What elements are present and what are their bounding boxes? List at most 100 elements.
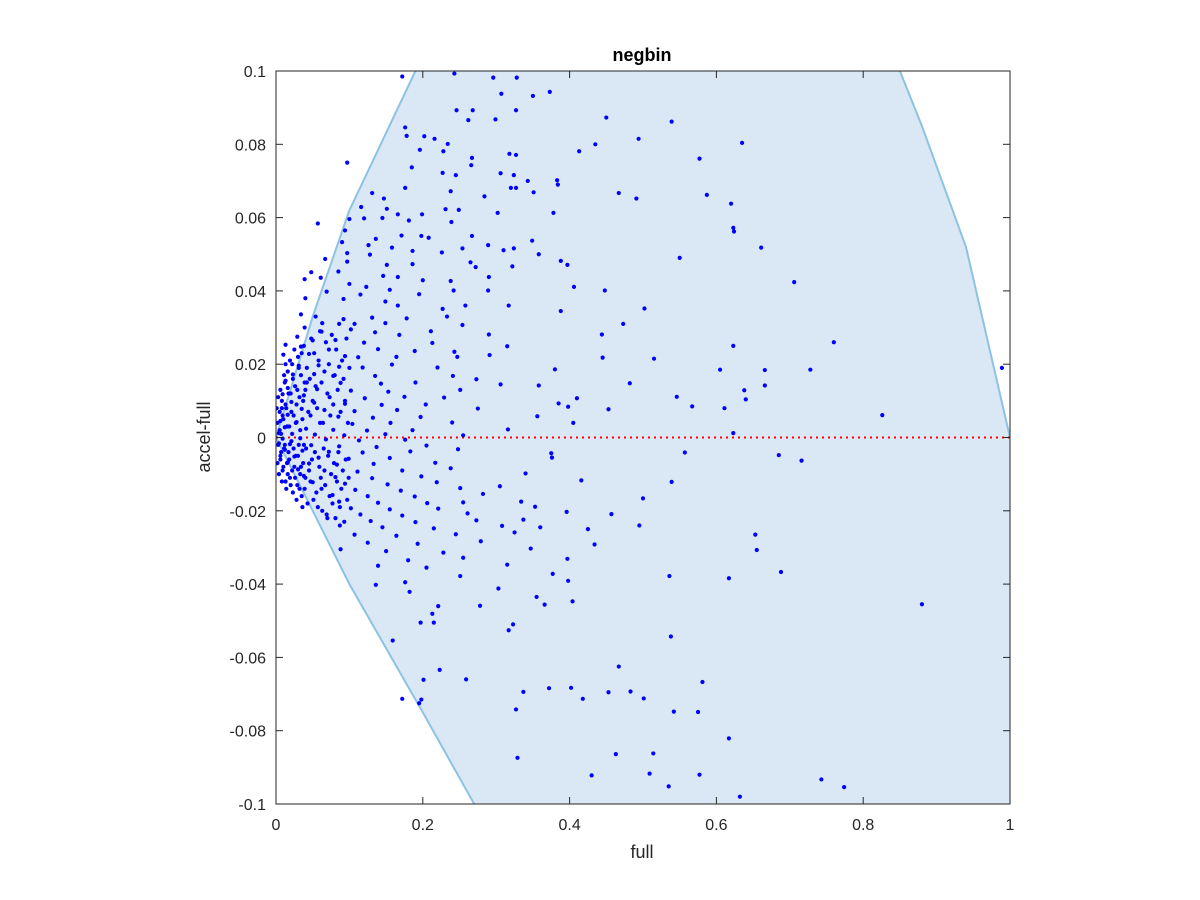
data-point bbox=[342, 228, 348, 233]
data-point bbox=[290, 372, 295, 377]
data-point bbox=[345, 420, 351, 425]
data-point bbox=[523, 471, 528, 476]
data-point bbox=[308, 479, 313, 484]
data-point bbox=[636, 136, 641, 141]
data-point bbox=[640, 496, 646, 501]
data-point bbox=[338, 547, 343, 552]
data-point bbox=[355, 469, 360, 474]
data-point bbox=[880, 413, 885, 418]
data-point bbox=[450, 373, 455, 379]
data-point bbox=[276, 395, 281, 400]
data-point bbox=[278, 453, 283, 458]
data-point bbox=[356, 438, 362, 443]
data-point bbox=[436, 603, 441, 609]
data-point bbox=[616, 190, 621, 196]
data-point bbox=[511, 172, 516, 178]
data-point bbox=[722, 406, 727, 411]
data-point bbox=[290, 490, 295, 495]
data-point bbox=[451, 288, 456, 293]
data-point bbox=[536, 383, 541, 388]
data-point bbox=[289, 399, 294, 405]
data-point bbox=[291, 413, 296, 418]
data-point bbox=[312, 351, 317, 356]
data-point bbox=[510, 622, 516, 627]
data-point bbox=[314, 490, 319, 495]
data-point bbox=[398, 488, 403, 493]
data-point bbox=[452, 71, 457, 76]
data-point bbox=[428, 329, 433, 334]
data-point bbox=[731, 225, 736, 230]
data-point bbox=[600, 355, 605, 360]
data-point bbox=[739, 140, 745, 145]
data-point bbox=[762, 367, 767, 373]
data-point bbox=[337, 444, 342, 449]
data-point bbox=[549, 455, 555, 460]
data-point bbox=[506, 303, 511, 308]
data-point bbox=[342, 398, 348, 403]
data-point bbox=[430, 611, 435, 616]
data-point bbox=[312, 432, 317, 437]
data-point bbox=[367, 252, 373, 257]
data-point bbox=[426, 235, 431, 240]
data-point bbox=[296, 442, 301, 447]
data-point bbox=[383, 299, 388, 304]
data-point bbox=[550, 571, 555, 576]
data-point bbox=[690, 404, 695, 409]
data-point bbox=[425, 501, 430, 506]
data-point bbox=[406, 558, 411, 563]
data-point bbox=[364, 284, 369, 289]
data-point bbox=[299, 351, 304, 356]
data-point bbox=[331, 461, 337, 466]
data-point bbox=[669, 479, 674, 484]
data-point bbox=[364, 428, 370, 433]
data-point bbox=[325, 516, 330, 521]
data-point bbox=[347, 365, 352, 370]
data-point bbox=[495, 210, 500, 215]
data-point bbox=[592, 542, 597, 547]
data-point bbox=[340, 468, 345, 473]
data-point bbox=[301, 343, 306, 348]
data-point bbox=[373, 236, 378, 241]
data-point bbox=[309, 457, 315, 462]
data-point bbox=[743, 397, 748, 402]
data-point bbox=[400, 74, 405, 79]
data-point bbox=[474, 518, 479, 523]
data-point bbox=[571, 284, 577, 289]
data-point bbox=[290, 468, 295, 473]
data-point bbox=[337, 499, 342, 504]
data-point bbox=[289, 439, 294, 444]
data-point bbox=[347, 281, 352, 287]
data-point bbox=[717, 367, 723, 372]
data-point bbox=[304, 365, 309, 370]
data-point bbox=[373, 582, 378, 587]
data-point bbox=[331, 427, 336, 432]
data-point bbox=[332, 373, 337, 378]
data-point bbox=[347, 216, 352, 222]
data-point bbox=[410, 428, 415, 433]
data-point bbox=[342, 433, 347, 438]
data-point bbox=[570, 599, 575, 604]
data-point bbox=[432, 136, 437, 141]
data-point bbox=[448, 466, 453, 471]
data-point bbox=[374, 444, 379, 450]
data-point bbox=[327, 395, 332, 400]
data-point bbox=[345, 497, 350, 502]
data-point bbox=[316, 358, 321, 363]
data-point bbox=[418, 414, 423, 420]
data-point bbox=[289, 409, 294, 414]
data-point bbox=[285, 385, 290, 391]
data-point bbox=[666, 784, 671, 789]
data-point bbox=[319, 380, 324, 385]
data-point bbox=[513, 152, 519, 158]
data-point bbox=[628, 689, 633, 694]
data-point bbox=[413, 520, 418, 525]
data-point bbox=[389, 362, 395, 367]
data-point bbox=[345, 251, 350, 256]
data-point bbox=[337, 523, 342, 528]
data-point bbox=[424, 565, 429, 570]
data-point bbox=[298, 464, 304, 469]
data-point bbox=[315, 505, 320, 510]
data-point bbox=[348, 388, 353, 393]
data-point bbox=[419, 474, 424, 479]
data-point bbox=[301, 393, 306, 398]
